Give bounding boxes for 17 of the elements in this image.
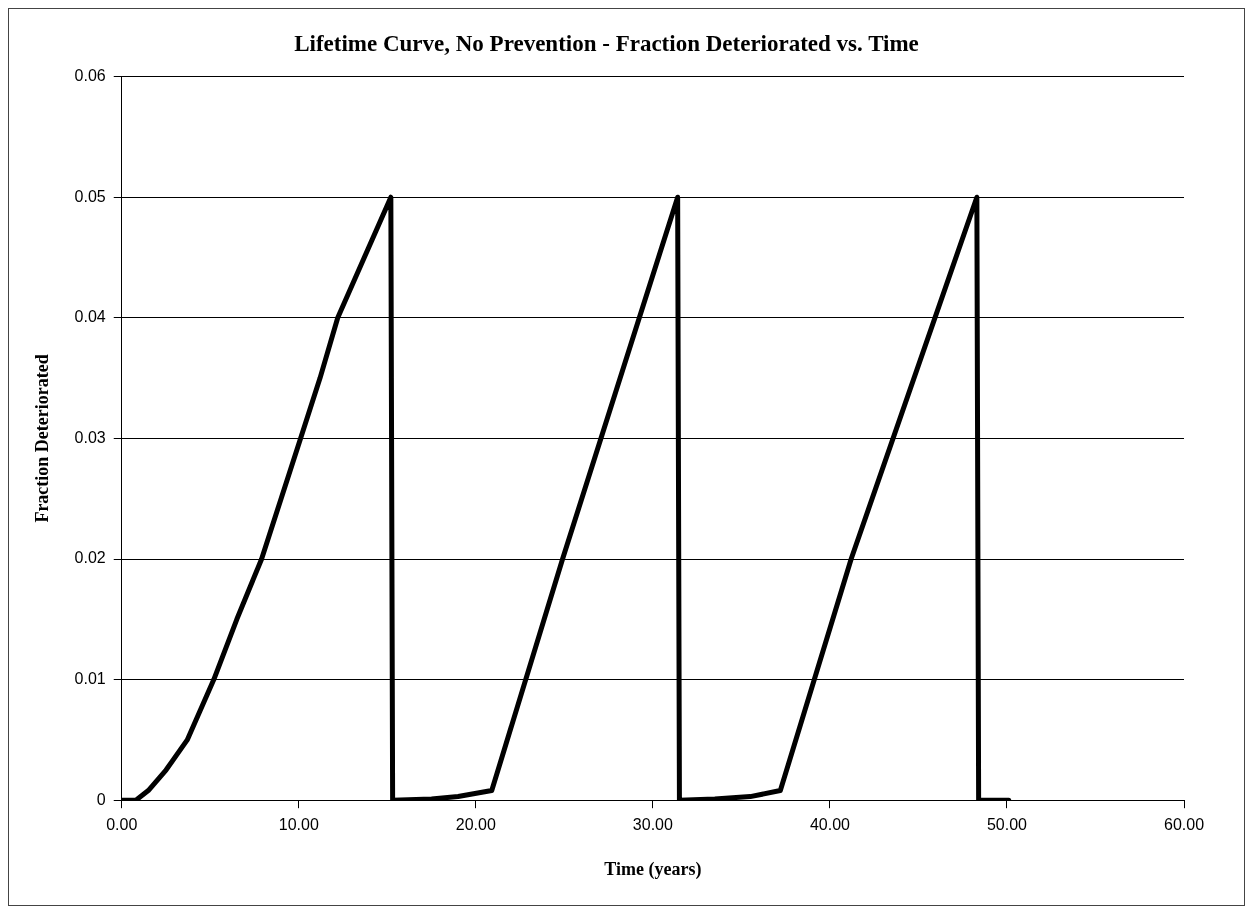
x-tick-label: 10.00	[278, 816, 319, 834]
y-tick-label: 0.03	[74, 428, 106, 446]
x-tick-label: 0.00	[106, 816, 138, 834]
y-tick-label: 0.01	[74, 670, 106, 688]
y-tick-label: 0.05	[74, 187, 106, 205]
y-tick-label: 0.06	[74, 67, 106, 85]
y-tick-label: 0.04	[74, 308, 106, 326]
x-tick-label: 40.00	[809, 816, 851, 834]
x-tick-label: 30.00	[632, 816, 673, 834]
x-axis-title: Time (years)	[604, 858, 702, 880]
x-tick-label: 50.00	[986, 816, 1028, 834]
y-axis-title: Fraction Deteriorated	[32, 354, 53, 523]
y-tick-label: 0.02	[74, 549, 106, 567]
x-tick-label: 60.00	[1163, 816, 1205, 834]
chart-title: Lifetime Curve, No Prevention - Fraction Deteriorated vs. Time	[294, 30, 919, 56]
x-tick-label: 20.00	[455, 816, 496, 834]
y-tick-label: 0	[96, 790, 106, 808]
